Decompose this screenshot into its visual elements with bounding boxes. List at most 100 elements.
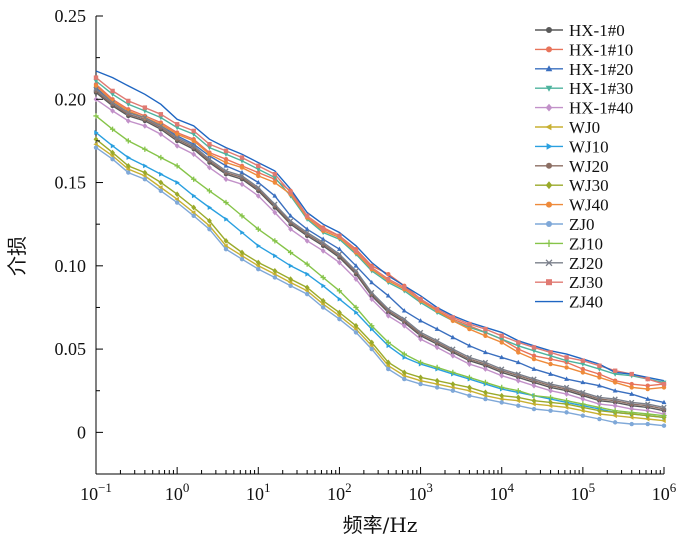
data-point: [385, 312, 391, 319]
data-point: [223, 160, 229, 165]
data-point: [288, 213, 293, 218]
legend-label: HX-1#20: [569, 60, 633, 79]
legend-marker: [546, 46, 552, 53]
legend-marker: [545, 259, 553, 267]
data-point: [93, 86, 99, 92]
data-point: [612, 380, 618, 385]
data-point: [548, 350, 553, 355]
data-point: [548, 353, 553, 359]
data-point: [110, 92, 115, 97]
data-point: [126, 155, 131, 160]
data-point: [434, 364, 440, 371]
data-point: [288, 190, 293, 195]
data-point: [272, 175, 278, 181]
data-point: [142, 114, 148, 121]
data-point: [256, 163, 261, 169]
legend-item: ZJ20: [535, 254, 603, 273]
data-point: [434, 344, 440, 351]
series-line-zj40: [95, 70, 665, 382]
data-point: [499, 354, 505, 360]
data-point: [354, 310, 359, 315]
series-markers-zj10: [93, 113, 667, 419]
data-point: [645, 401, 651, 407]
data-point: [272, 275, 278, 280]
data-point: [515, 388, 521, 394]
data-point: [142, 173, 147, 179]
legend-label: ZJ30: [569, 273, 603, 292]
data-point: [450, 315, 456, 320]
data-point: [629, 381, 634, 387]
data-point: [499, 337, 505, 342]
data-point: [483, 333, 488, 338]
data-point: [223, 246, 229, 252]
data-point: [288, 226, 293, 233]
data-point: [612, 368, 618, 373]
data-point: [580, 366, 586, 372]
data-point: [386, 343, 391, 349]
data-point: [304, 261, 310, 267]
data-point: [661, 381, 667, 387]
data-point: [174, 163, 180, 169]
data-point: [287, 280, 293, 285]
data-point: [450, 384, 455, 390]
data-point: [272, 172, 278, 177]
data-point: [142, 177, 148, 182]
series-markers-zj20: [93, 86, 667, 411]
data-point: [515, 371, 521, 377]
data-point: [386, 276, 391, 282]
data-point: [320, 274, 326, 281]
data-point: [207, 145, 212, 151]
data-point: [563, 404, 569, 410]
data-point: [223, 168, 229, 174]
data-point: [143, 163, 148, 169]
data-point: [304, 284, 310, 291]
data-point: [191, 193, 197, 199]
data-point: [287, 249, 294, 256]
legend-label: ZJ0: [569, 215, 595, 234]
data-point: [239, 213, 245, 219]
data-point: [207, 205, 213, 210]
data-point: [223, 148, 229, 154]
data-point: [401, 308, 407, 313]
data-point: [320, 297, 326, 304]
data-point: [434, 377, 440, 384]
data-point: [239, 159, 245, 164]
data-point: [417, 329, 424, 336]
data-point: [483, 330, 488, 336]
data-point: [629, 371, 634, 377]
data-point: [125, 138, 131, 144]
data-point: [272, 209, 278, 216]
data-point: [125, 166, 131, 172]
data-point: [467, 361, 472, 367]
data-point: [223, 243, 228, 249]
data-point: [548, 371, 553, 376]
data-point: [483, 389, 488, 396]
data-point: [612, 413, 617, 419]
data-point: [450, 369, 456, 376]
series-line-wj10: [95, 132, 665, 419]
data-point: [499, 372, 505, 379]
data-point: [531, 353, 537, 358]
data-point: [645, 416, 650, 422]
data-point: [158, 112, 164, 117]
y-tick-label: 0.25: [55, 6, 87, 26]
data-point: [563, 398, 570, 404]
data-point: [467, 384, 472, 391]
data-point: [304, 288, 309, 294]
data-point: [272, 271, 277, 277]
data-point: [110, 108, 115, 114]
data-point: [450, 352, 456, 359]
data-point: [353, 330, 359, 335]
data-point: [596, 394, 603, 401]
data-point: [386, 271, 391, 277]
data-point: [417, 359, 424, 366]
data-point: [580, 408, 585, 414]
data-point: [320, 239, 326, 246]
data-point: [353, 263, 359, 268]
data-point: [645, 396, 651, 401]
legend-item: HX-1#40: [535, 99, 633, 118]
data-point: [304, 291, 310, 297]
data-point: [645, 383, 650, 388]
legend-marker: [546, 201, 552, 208]
